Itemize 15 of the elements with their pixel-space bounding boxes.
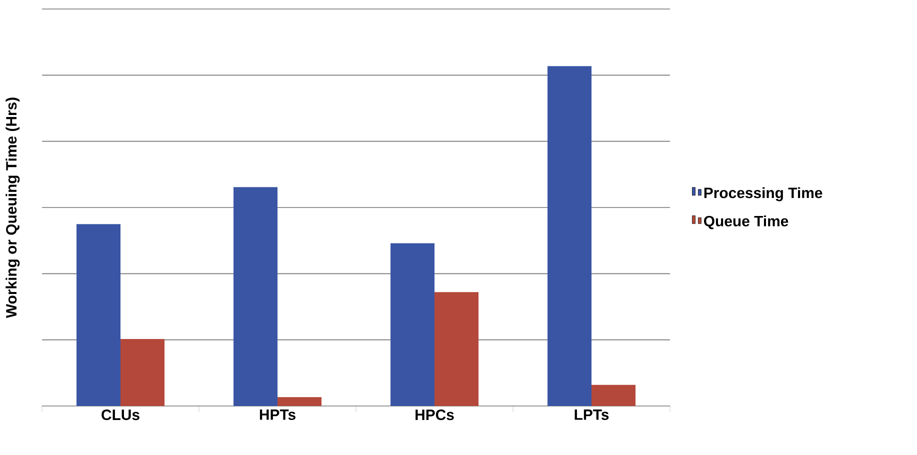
bar [120,339,164,406]
bar [592,384,636,406]
y-axis-title: Working or Queuing Time (Hrs) [6,98,20,318]
x-tick-label: HPCs [416,410,454,420]
bar [76,224,120,406]
x-tick-label: HPTs [260,410,296,420]
bar [278,397,322,406]
x-tick-label: CLUs [102,410,140,420]
legend-label: Queue Time [704,215,788,230]
x-tick-label: LPTs [574,410,609,420]
bar [390,243,435,406]
bar [434,292,479,406]
legend-label: Processing Time [704,187,822,202]
bar [234,187,278,406]
bar [548,66,592,406]
